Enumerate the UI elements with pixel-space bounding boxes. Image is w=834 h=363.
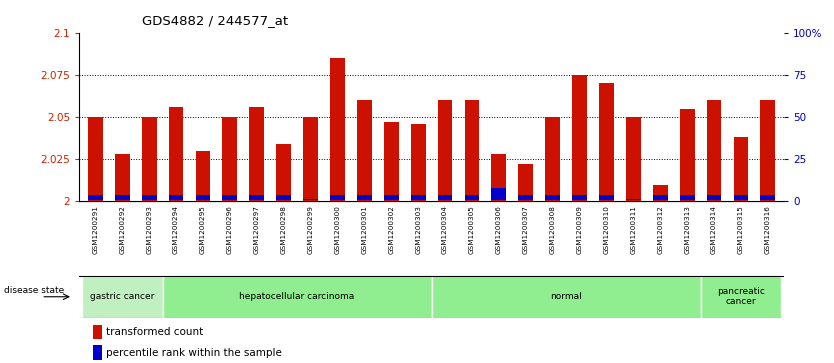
Text: GSM1200311: GSM1200311 [631, 205, 636, 254]
Bar [195, 195, 210, 200]
Text: GSM1200301: GSM1200301 [361, 205, 367, 254]
Bar [384, 122, 399, 201]
Bar [357, 100, 372, 201]
Bar [491, 154, 506, 201]
Bar [626, 117, 641, 201]
Bar [384, 195, 399, 200]
Bar [223, 117, 237, 201]
Bar [276, 144, 291, 201]
Bar [82, 276, 163, 318]
Bar [545, 117, 560, 201]
Bar [115, 154, 129, 201]
Bar [303, 199, 318, 200]
Text: GSM1200296: GSM1200296 [227, 205, 233, 254]
Bar [357, 195, 372, 200]
Text: GSM1200306: GSM1200306 [496, 205, 502, 254]
Text: disease state: disease state [4, 286, 64, 295]
Bar [491, 188, 506, 200]
Text: GSM1200308: GSM1200308 [550, 205, 555, 254]
Text: GSM1200303: GSM1200303 [415, 205, 421, 254]
Text: GSM1200313: GSM1200313 [684, 205, 690, 254]
Bar [249, 107, 264, 201]
Text: GSM1200295: GSM1200295 [200, 205, 206, 254]
Text: transformed count: transformed count [106, 327, 203, 337]
Text: GSM1200310: GSM1200310 [604, 205, 610, 254]
Bar [734, 195, 748, 200]
Bar [465, 100, 480, 201]
Bar [249, 195, 264, 200]
Bar [545, 195, 560, 200]
Bar [88, 117, 103, 201]
Bar [93, 325, 103, 339]
Text: GDS4882 / 244577_at: GDS4882 / 244577_at [142, 15, 288, 28]
Bar [411, 124, 425, 201]
Bar [653, 185, 668, 201]
Text: GSM1200291: GSM1200291 [93, 205, 98, 254]
Bar [163, 276, 431, 318]
Bar [465, 195, 480, 200]
Text: GSM1200293: GSM1200293 [146, 205, 152, 254]
Bar [680, 109, 695, 201]
Bar [761, 100, 776, 201]
Text: pancreatic
cancer: pancreatic cancer [717, 287, 765, 306]
Bar [599, 195, 614, 200]
Bar [761, 195, 776, 200]
Bar [572, 75, 587, 201]
Text: GSM1200307: GSM1200307 [523, 205, 529, 254]
Bar [168, 195, 183, 200]
Text: GSM1200312: GSM1200312 [657, 205, 663, 254]
Bar [168, 107, 183, 201]
Text: GSM1200309: GSM1200309 [576, 205, 582, 254]
Bar [599, 83, 614, 201]
Bar [519, 195, 533, 200]
Text: GSM1200304: GSM1200304 [442, 205, 448, 254]
Text: GSM1200300: GSM1200300 [334, 205, 340, 254]
Text: GSM1200314: GSM1200314 [711, 205, 717, 254]
Text: GSM1200305: GSM1200305 [469, 205, 475, 254]
Text: GSM1200292: GSM1200292 [119, 205, 125, 254]
Text: normal: normal [550, 292, 582, 301]
Bar [142, 195, 157, 200]
Bar [330, 195, 344, 200]
Text: GSM1200316: GSM1200316 [765, 205, 771, 254]
Bar [88, 195, 103, 200]
Bar [431, 276, 701, 318]
Bar [519, 164, 533, 201]
Text: GSM1200298: GSM1200298 [281, 205, 287, 254]
Bar [142, 117, 157, 201]
Text: GSM1200315: GSM1200315 [738, 205, 744, 254]
Bar [411, 195, 425, 200]
Bar [572, 195, 587, 200]
Bar [115, 195, 129, 200]
Text: GSM1200297: GSM1200297 [254, 205, 259, 254]
Text: GSM1200294: GSM1200294 [173, 205, 179, 254]
Bar [330, 58, 344, 201]
Bar [438, 195, 452, 200]
Bar [680, 195, 695, 200]
Bar [653, 195, 668, 200]
Text: GSM1200302: GSM1200302 [389, 205, 394, 254]
Text: GSM1200299: GSM1200299 [308, 205, 314, 254]
Text: percentile rank within the sample: percentile rank within the sample [106, 347, 282, 358]
Bar [706, 100, 721, 201]
Bar [626, 199, 641, 200]
Bar [734, 137, 748, 201]
Bar [706, 195, 721, 200]
Bar [276, 195, 291, 200]
Bar [303, 117, 318, 201]
Bar [438, 100, 452, 201]
Text: hepatocellular carcinoma: hepatocellular carcinoma [239, 292, 354, 301]
Bar [93, 345, 103, 359]
Text: gastric cancer: gastric cancer [90, 292, 154, 301]
Bar [701, 276, 781, 318]
Bar [223, 195, 237, 200]
Bar [195, 151, 210, 201]
